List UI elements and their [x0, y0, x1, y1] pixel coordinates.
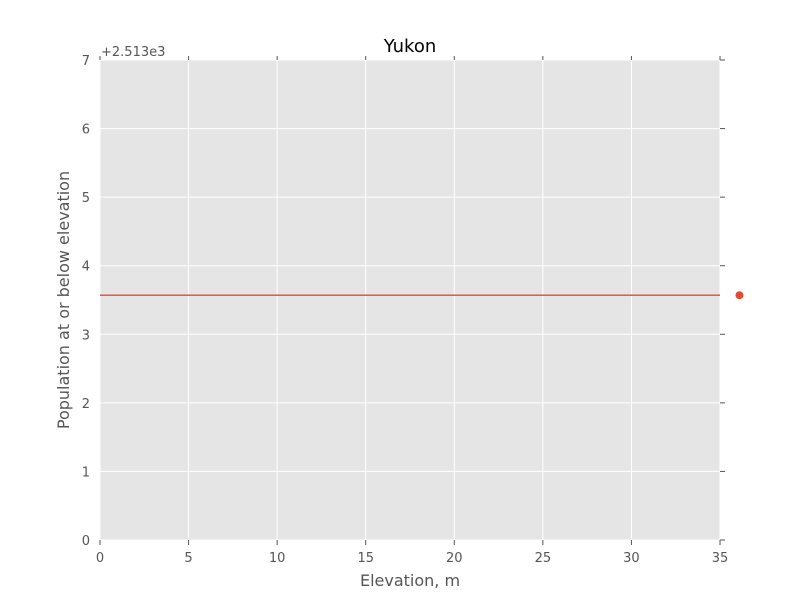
- y-tick-label: 1: [82, 465, 90, 480]
- x-tick-label: 15: [357, 551, 374, 566]
- x-axis-label: Elevation, m: [360, 571, 460, 590]
- y-offset-text: +2.513e3: [101, 45, 165, 60]
- x-tick-label: 25: [535, 551, 552, 566]
- x-tick-label: 0: [96, 551, 104, 566]
- y-axis-label: Population at or below elevation: [54, 171, 73, 429]
- y-tick-label: 3: [82, 328, 90, 343]
- y-tick-label: 6: [82, 123, 90, 138]
- x-tick-label: 10: [269, 551, 286, 566]
- x-tick-label: 20: [446, 551, 463, 566]
- chart-title: Yukon: [383, 36, 437, 57]
- y-tick-label: 7: [82, 54, 90, 69]
- y-tick-label: 0: [82, 534, 90, 549]
- y-tick-label: 4: [82, 260, 90, 275]
- series-layer: [100, 291, 744, 300]
- plot-area: [100, 60, 720, 540]
- y-tick-label: 5: [82, 191, 90, 206]
- series-marker: [735, 291, 744, 300]
- x-tick-label: 30: [623, 551, 640, 566]
- x-tick-label: 5: [184, 551, 192, 566]
- y-tick-label: 2: [82, 397, 90, 412]
- grid-layer: [99, 59, 721, 541]
- ticks-layer: 0 5 10 15 20 25 30 35 0 1 2 3 4 5 6 7: [82, 54, 729, 566]
- x-tick-label: 35: [712, 551, 729, 566]
